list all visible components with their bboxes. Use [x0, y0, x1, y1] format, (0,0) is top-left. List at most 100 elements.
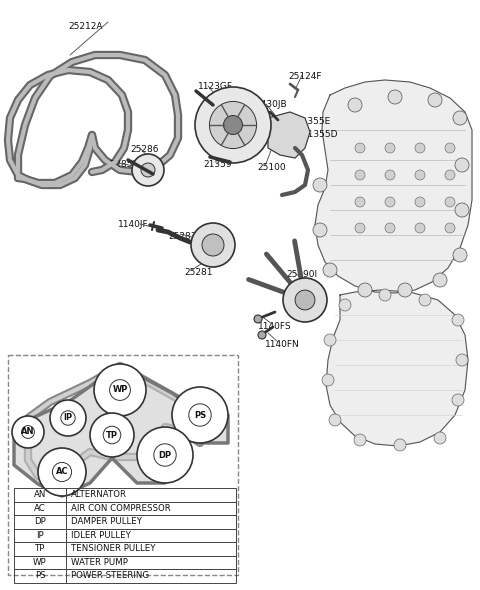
Circle shape [355, 223, 365, 233]
Text: IP: IP [63, 414, 72, 422]
Text: ALTERNATOR: ALTERNATOR [71, 490, 127, 499]
Polygon shape [315, 80, 472, 293]
Text: AC: AC [56, 467, 68, 477]
Circle shape [415, 143, 425, 153]
Circle shape [355, 170, 365, 180]
Circle shape [12, 416, 44, 448]
Circle shape [132, 154, 164, 186]
Text: 25281: 25281 [184, 268, 213, 277]
Circle shape [348, 98, 362, 112]
Circle shape [50, 400, 86, 436]
Circle shape [329, 414, 341, 426]
Circle shape [445, 143, 455, 153]
Text: 1140JF: 1140JF [118, 220, 149, 229]
Circle shape [258, 331, 266, 339]
Text: DP: DP [34, 517, 46, 526]
Circle shape [452, 314, 464, 326]
Circle shape [313, 223, 327, 237]
Circle shape [455, 203, 469, 217]
Circle shape [385, 197, 395, 207]
Circle shape [191, 223, 235, 267]
Circle shape [415, 170, 425, 180]
Text: 25100: 25100 [257, 163, 286, 172]
Circle shape [445, 223, 455, 233]
Circle shape [394, 439, 406, 451]
Circle shape [195, 87, 271, 163]
Text: 1140FS: 1140FS [258, 322, 292, 331]
Text: TP: TP [106, 431, 118, 440]
Circle shape [358, 283, 372, 297]
Text: IDLER PULLEY: IDLER PULLEY [71, 531, 131, 540]
Text: 25286: 25286 [130, 145, 158, 154]
Circle shape [209, 101, 256, 149]
Text: 1140FN: 1140FN [265, 340, 300, 349]
Circle shape [339, 299, 351, 311]
Polygon shape [14, 365, 228, 496]
Text: TP: TP [35, 544, 45, 553]
Circle shape [355, 143, 365, 153]
Text: 1430JB: 1430JB [256, 100, 288, 109]
Circle shape [385, 223, 395, 233]
Text: WP: WP [33, 558, 47, 567]
Circle shape [38, 448, 86, 496]
Circle shape [355, 197, 365, 207]
Text: 1123GF: 1123GF [198, 82, 233, 91]
Text: 21355D: 21355D [302, 130, 337, 139]
Circle shape [428, 93, 442, 107]
Circle shape [455, 158, 469, 172]
Text: AN: AN [21, 428, 35, 437]
Text: 25285P: 25285P [104, 160, 138, 169]
Circle shape [172, 387, 228, 443]
Circle shape [388, 90, 402, 104]
Circle shape [224, 116, 242, 135]
Circle shape [415, 197, 425, 207]
Text: TENSIONER PULLEY: TENSIONER PULLEY [71, 544, 156, 553]
Text: 25290I: 25290I [286, 270, 317, 279]
Text: AN: AN [34, 490, 46, 499]
Circle shape [433, 273, 447, 287]
Circle shape [313, 178, 327, 192]
Text: 25283: 25283 [168, 232, 196, 241]
Polygon shape [268, 112, 310, 158]
Circle shape [453, 248, 467, 262]
Circle shape [323, 263, 337, 277]
Circle shape [137, 427, 193, 483]
Text: IP: IP [36, 531, 44, 540]
Text: 21355E: 21355E [296, 117, 330, 126]
Circle shape [385, 170, 395, 180]
Circle shape [453, 111, 467, 125]
Polygon shape [326, 290, 468, 446]
Circle shape [398, 283, 412, 297]
Circle shape [322, 374, 334, 386]
Text: WP: WP [112, 385, 128, 395]
Text: 25212A: 25212A [68, 22, 103, 31]
Text: WATER PUMP: WATER PUMP [71, 558, 128, 567]
Circle shape [354, 434, 366, 446]
Circle shape [445, 170, 455, 180]
Circle shape [419, 294, 431, 306]
Circle shape [434, 432, 446, 444]
Circle shape [379, 289, 391, 301]
Circle shape [141, 163, 155, 177]
Text: 25124F: 25124F [288, 72, 322, 81]
Text: DAMPER PULLEY: DAMPER PULLEY [71, 517, 142, 526]
Circle shape [254, 315, 262, 323]
Circle shape [324, 334, 336, 346]
Text: AC: AC [34, 504, 46, 513]
Text: PS: PS [35, 571, 45, 580]
Circle shape [94, 364, 146, 416]
Circle shape [415, 223, 425, 233]
Text: 21359: 21359 [203, 160, 232, 169]
Circle shape [385, 143, 395, 153]
Text: 25221: 25221 [222, 93, 251, 102]
Text: PS: PS [194, 411, 206, 419]
Circle shape [456, 354, 468, 366]
Text: AIR CON COMPRESSOR: AIR CON COMPRESSOR [71, 504, 171, 513]
Circle shape [90, 413, 134, 457]
Circle shape [295, 290, 315, 310]
Circle shape [445, 197, 455, 207]
Circle shape [283, 278, 327, 322]
Text: POWER STEERING: POWER STEERING [71, 571, 149, 580]
Text: DP: DP [158, 451, 171, 460]
Circle shape [452, 394, 464, 406]
